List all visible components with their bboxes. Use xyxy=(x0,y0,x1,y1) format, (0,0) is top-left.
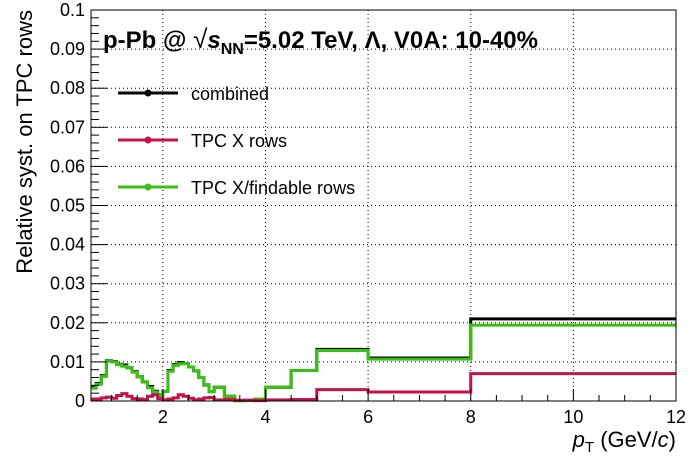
chart-title-sub: NN xyxy=(221,41,244,58)
axis-ticks xyxy=(91,9,677,402)
y-tick-label: 0.06 xyxy=(50,156,85,176)
series-line-tpc-x-findable-rows xyxy=(91,323,676,403)
y-tick-label: 0.03 xyxy=(50,274,85,294)
y-tick-label: 0.1 xyxy=(60,0,85,20)
series-layer xyxy=(91,317,676,403)
x-tick-label: 10 xyxy=(563,407,583,427)
y-tick-label: 0.05 xyxy=(50,196,85,216)
legend: combined TPC X rows TPC X/findable rows xyxy=(118,84,355,198)
y-tick-label: 0.01 xyxy=(50,352,85,372)
y-tick-label: 0.07 xyxy=(50,117,85,137)
x-axis-title-sub: T xyxy=(585,439,594,456)
legend-marker-tpc-x-rows xyxy=(144,136,152,144)
y-tick-label: 0 xyxy=(75,391,85,411)
chart-title: p-Pb @ √sNN=5.02 TeV, Λ, V0A: 10-40% xyxy=(103,24,538,58)
y-tick-label: 0.08 xyxy=(50,78,85,98)
y-tick-label: 0.04 xyxy=(50,235,85,255)
x-axis-title-unit-close: ) xyxy=(669,427,676,452)
legend-label-combined: combined xyxy=(191,84,269,104)
legend-label-tpc-x-rows: TPC X rows xyxy=(191,131,287,151)
grid xyxy=(91,10,676,401)
series-line-tpc-x-rows xyxy=(91,372,676,403)
y-tick-label: 0.02 xyxy=(50,313,85,333)
x-tick-label: 6 xyxy=(363,407,373,427)
chart-title-suffix: =5.02 TeV, Λ, V0A: 10-40% xyxy=(244,27,538,54)
x-axis-title: pT (GeV/c) xyxy=(572,427,676,456)
x-axis-title-unit-c: c xyxy=(658,427,669,452)
y-axis-title: Relative syst. on TPC rows xyxy=(12,10,37,274)
x-axis-title-p: p xyxy=(572,427,585,452)
x-tick-label: 2 xyxy=(158,407,168,427)
x-axis-title-unit-open: (GeV/ xyxy=(594,427,658,452)
chart-title-prefix: p-Pb @ xyxy=(103,27,193,54)
chart-title-s: s xyxy=(207,27,220,54)
x-tick-label: 8 xyxy=(466,407,476,427)
legend-label-tpc-x-findable-rows: TPC X/findable rows xyxy=(191,178,355,198)
tick-labels: 0 0.01 0.02 0.03 0.04 0.05 0.06 0.07 0.08 0.09 0.1… xyxy=(50,0,686,427)
y-tick-label: 0.09 xyxy=(50,39,85,59)
x-tick-label: 4 xyxy=(260,407,270,427)
x-tick-label: 12 xyxy=(666,407,686,427)
chart-title-sqrt: √ xyxy=(193,24,208,54)
legend-marker-tpc-x-findable-rows xyxy=(144,183,152,191)
legend-marker-combined xyxy=(144,89,152,97)
